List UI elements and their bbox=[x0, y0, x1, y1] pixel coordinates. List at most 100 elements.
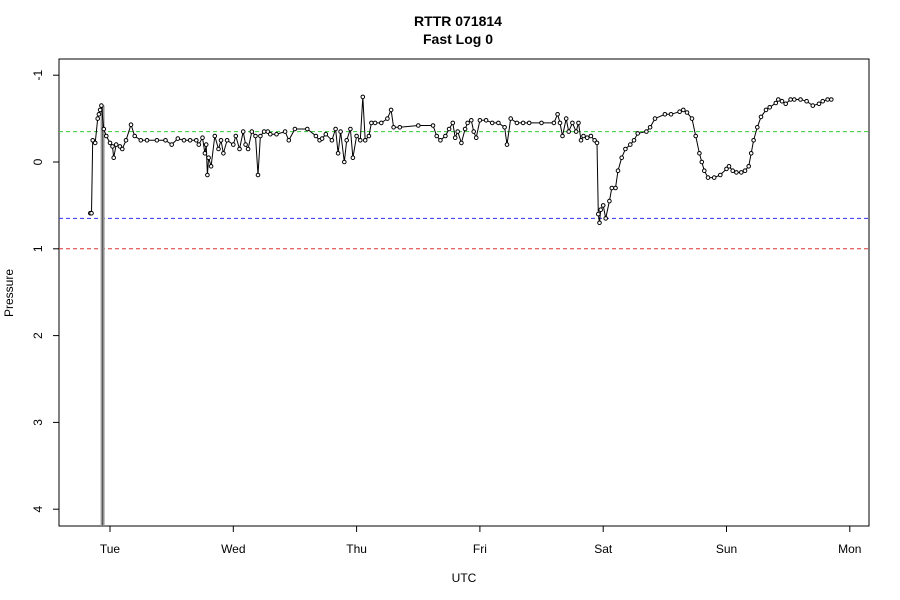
data-point bbox=[647, 125, 653, 130]
x-tick-label: Sun bbox=[716, 542, 737, 556]
data-point bbox=[677, 109, 682, 114]
data-point bbox=[323, 131, 329, 137]
data-point bbox=[231, 142, 236, 147]
data-point bbox=[758, 114, 764, 120]
data-point bbox=[282, 129, 288, 134]
data-point bbox=[385, 116, 390, 121]
data-point bbox=[446, 126, 452, 132]
data-point bbox=[430, 123, 436, 128]
data-point bbox=[477, 118, 483, 123]
data-point bbox=[350, 155, 356, 160]
data-point bbox=[268, 131, 273, 137]
reference-lines bbox=[59, 131, 869, 250]
data-point bbox=[776, 97, 781, 102]
data-point bbox=[581, 133, 586, 139]
data-point bbox=[644, 129, 649, 134]
data-point bbox=[379, 120, 384, 126]
data-point bbox=[829, 97, 834, 102]
data-point bbox=[573, 129, 579, 134]
data-point bbox=[779, 98, 785, 104]
data-point bbox=[237, 146, 242, 152]
data-point bbox=[358, 138, 363, 143]
data-point bbox=[619, 155, 625, 160]
data-point bbox=[455, 129, 461, 134]
data-point bbox=[450, 120, 456, 126]
data-point bbox=[551, 120, 557, 126]
data-point bbox=[245, 146, 251, 152]
data-point bbox=[594, 140, 600, 146]
data-point bbox=[689, 116, 695, 121]
data-point bbox=[773, 100, 779, 106]
data-point bbox=[631, 138, 637, 143]
chart-subtitle: Fast Log 0 bbox=[423, 31, 493, 47]
data-point bbox=[240, 129, 246, 134]
data-point bbox=[502, 125, 507, 130]
data-point bbox=[635, 131, 641, 136]
data-point bbox=[261, 129, 267, 134]
data-point bbox=[89, 210, 94, 216]
data-point bbox=[388, 107, 394, 113]
data-point bbox=[526, 120, 532, 126]
data-point bbox=[767, 105, 773, 110]
data-point bbox=[434, 133, 440, 139]
x-tick-label: Mon bbox=[838, 542, 861, 556]
data-point bbox=[132, 133, 137, 139]
data-point bbox=[462, 126, 468, 132]
data-point bbox=[699, 159, 705, 165]
data-point bbox=[792, 97, 797, 102]
data-point bbox=[597, 220, 602, 226]
data-point bbox=[90, 138, 95, 143]
data-point bbox=[123, 138, 129, 143]
y-tick-label: 3 bbox=[31, 419, 45, 426]
data-point bbox=[613, 185, 618, 191]
data-point bbox=[224, 138, 230, 143]
data-point bbox=[212, 133, 218, 139]
data-point bbox=[438, 138, 443, 143]
data-point bbox=[469, 118, 474, 123]
data-point bbox=[489, 120, 495, 126]
data-point bbox=[319, 136, 325, 141]
data-point bbox=[514, 120, 520, 126]
data-point bbox=[557, 120, 563, 126]
x-axis: Tue Wed Thu Fri Sat Sun Mon bbox=[100, 526, 861, 556]
data-point bbox=[110, 144, 115, 149]
data-point bbox=[734, 170, 739, 175]
data-point bbox=[99, 103, 104, 108]
x-tick-label: Wed bbox=[221, 542, 245, 556]
data-point bbox=[473, 135, 479, 140]
series-layer bbox=[88, 94, 834, 226]
y-tick-label: 4 bbox=[31, 506, 45, 513]
data-point bbox=[804, 98, 809, 104]
data-point bbox=[255, 172, 261, 178]
plot-frame bbox=[58, 58, 870, 527]
data-point bbox=[111, 155, 116, 160]
data-point bbox=[443, 133, 448, 139]
data-point bbox=[693, 133, 699, 139]
data-point bbox=[249, 129, 255, 134]
data-point bbox=[584, 135, 590, 140]
data-point bbox=[798, 97, 803, 102]
data-point bbox=[452, 135, 458, 140]
data-point bbox=[329, 138, 335, 143]
data-point bbox=[216, 146, 221, 152]
data-point bbox=[292, 126, 298, 132]
data-point bbox=[243, 142, 248, 147]
data-point bbox=[208, 164, 214, 169]
data-point bbox=[107, 140, 113, 146]
data-point bbox=[96, 112, 102, 117]
data-point bbox=[600, 203, 606, 208]
data-point bbox=[588, 133, 594, 139]
data-point bbox=[154, 138, 160, 143]
data-point bbox=[730, 168, 736, 173]
data-point bbox=[816, 101, 822, 107]
data-point bbox=[810, 103, 816, 108]
data-point bbox=[576, 120, 581, 126]
data-point bbox=[504, 142, 510, 147]
chart-title: RTTR 071814 bbox=[414, 13, 502, 29]
data-point bbox=[560, 133, 565, 139]
data-point bbox=[95, 116, 100, 121]
data-point bbox=[335, 151, 341, 156]
data-point bbox=[711, 175, 717, 180]
data-point bbox=[739, 170, 744, 175]
